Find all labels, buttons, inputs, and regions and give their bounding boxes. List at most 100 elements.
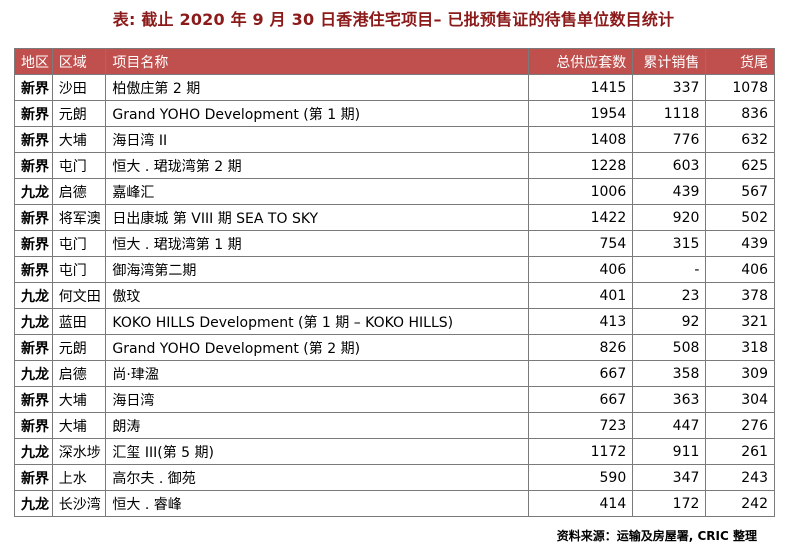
cell-unsold-stock: 406 [705,256,775,283]
cell-cumulative-sales: 920 [632,204,707,231]
cell-unsold-stock: 318 [705,334,775,361]
cell-region: 新界 [14,204,53,231]
cell-unsold-stock: 242 [705,490,775,517]
cell-region: 九龙 [14,490,53,517]
cell-cumulative-sales: 363 [632,386,707,413]
cell-cumulative-sales: 315 [632,230,707,257]
cell-total-supply: 723 [528,412,634,439]
cell-cumulative-sales: 1118 [632,100,707,127]
cell-region: 九龙 [14,282,53,309]
cell-total-supply: 667 [528,360,634,387]
cell-region: 新界 [14,100,53,127]
cell-region: 新界 [14,126,53,153]
cell-district: 大埔 [51,412,107,439]
cell-region: 新界 [14,334,53,361]
cell-unsold-stock: 1078 [705,74,775,101]
cell-project: 恒大 . 睿峰 [105,490,530,517]
cell-project: 海日湾 II [105,126,530,153]
cell-unsold-stock: 567 [705,178,775,205]
cell-unsold-stock: 304 [705,386,775,413]
cell-district: 蓝田 [51,308,107,335]
cell-total-supply: 406 [528,256,634,283]
table-row: 新界 上水 高尔夫 . 御苑 590 347 243 [14,464,775,491]
source-note: 资料来源：运输及房屋署, CRIC 整理 [556,529,757,543]
cell-district: 沙田 [51,74,107,101]
cell-project: 傲玟 [105,282,530,309]
cell-district: 长沙湾 [51,490,107,517]
cell-total-supply: 413 [528,308,634,335]
cell-total-supply: 1006 [528,178,634,205]
table-row: 九龙 长沙湾 恒大 . 睿峰 414 172 242 [14,490,775,517]
cell-total-supply: 667 [528,386,634,413]
header-project: 项目名称 [105,48,530,75]
table-row: 九龙 深水埗 汇玺 III(第 5 期) 1172 911 261 [14,438,775,465]
header-cumulative-sales: 累计销售 [632,48,707,75]
cell-project: 柏傲庄第 2 期 [105,74,530,101]
cell-total-supply: 1422 [528,204,634,231]
table-row: 九龙 启德 尚·珒溋 667 358 309 [14,360,775,387]
table-row: 新界 元朗 Grand YOHO Development (第 2 期) 826 508… [14,334,775,361]
cell-cumulative-sales: 447 [632,412,707,439]
cell-total-supply: 1172 [528,438,634,465]
cell-unsold-stock: 321 [705,308,775,335]
cell-unsold-stock: 309 [705,360,775,387]
cell-project: Grand YOHO Development (第 1 期) [105,100,530,127]
cell-district: 大埔 [51,386,107,413]
cell-project: 汇玺 III(第 5 期) [105,438,530,465]
cell-district: 屯门 [51,256,107,283]
cell-total-supply: 401 [528,282,634,309]
cell-unsold-stock: 625 [705,152,775,179]
table-row: 新界 大埔 朗涛 723 447 276 [14,412,775,439]
table-body: 新界 沙田 柏傲庄第 2 期 1415 337 1078 新界 元朗 Grand YOHO De… [14,74,775,517]
cell-district: 何文田 [51,282,107,309]
cell-district: 启德 [51,178,107,205]
cell-unsold-stock: 632 [705,126,775,153]
cell-project: 高尔夫 . 御苑 [105,464,530,491]
cell-region: 新界 [14,464,53,491]
cell-district: 启德 [51,360,107,387]
cell-region: 新界 [14,152,53,179]
cell-project: 嘉峰汇 [105,178,530,205]
table-row: 新界 屯门 御海湾第二期 406-406 [14,256,775,283]
cell-cumulative-sales: 439 [632,178,707,205]
unsold-units-table: 地区 区域 项目名称 总供应套数 累计销售 货尾 新界 沙田 柏傲庄第 2 期 141… [14,48,775,517]
cell-unsold-stock: 243 [705,464,775,491]
cell-unsold-stock: 276 [705,412,775,439]
cell-district: 大埔 [51,126,107,153]
cell-district: 上水 [51,464,107,491]
cell-total-supply: 590 [528,464,634,491]
cell-unsold-stock: 439 [705,230,775,257]
table-row: 新界 将军澳 日出康城 第 VIII 期 SEA TO SKY 1422 920 502 [14,204,775,231]
cell-unsold-stock: 378 [705,282,775,309]
cell-cumulative-sales: 603 [632,152,707,179]
table-title: 表: 截止 2020 年 9 月 30 日香港住宅项目– 已批预售证的待售单位数… [112,10,675,29]
table-row: 新界 大埔 海日湾 667 363 304 [14,386,775,413]
cell-project: KOKO HILLS Development (第 1 期 – KOKO HIL… [105,308,530,335]
cell-project: Grand YOHO Development (第 2 期) [105,334,530,361]
table-row: 新界 大埔 海日湾 II 1408 776 632 [14,126,775,153]
cell-region: 新界 [14,256,53,283]
table-row: 新界 屯门 恒大 . 珺珑湾第 1 期 754 315 439 [14,230,775,257]
cell-cumulative-sales: 776 [632,126,707,153]
cell-total-supply: 1415 [528,74,634,101]
cell-cumulative-sales: 172 [632,490,707,517]
table-row: 九龙 蓝田 KOKO HILLS Development (第 1 期 – KOKO… [14,308,775,335]
header-row: 地区 区域 项目名称 总供应套数 累计销售 货尾 [14,48,775,75]
cell-district: 将军澳 [51,204,107,231]
table-row: 九龙 启德 嘉峰汇 1006 439 567 [14,178,775,205]
cell-cumulative-sales: 358 [632,360,707,387]
cell-cumulative-sales: 92 [632,308,707,335]
cell-cumulative-sales: 337 [632,74,707,101]
table-row: 新界 元朗 Grand YOHO Development (第 1 期) 1954 11… [14,100,775,127]
cell-cumulative-sales: 347 [632,464,707,491]
cell-region: 九龙 [14,438,53,465]
cell-cumulative-sales: 911 [632,438,707,465]
cell-district: 屯门 [51,230,107,257]
table-row: 新界 沙田 柏傲庄第 2 期 1415 337 1078 [14,74,775,101]
cell-project: 海日湾 [105,386,530,413]
cell-cumulative-sales: 23 [632,282,707,309]
header-unsold-stock: 货尾 [705,48,775,75]
cell-unsold-stock: 261 [705,438,775,465]
cell-district: 深水埗 [51,438,107,465]
cell-project: 恒大 . 珺珑湾第 1 期 [105,230,530,257]
